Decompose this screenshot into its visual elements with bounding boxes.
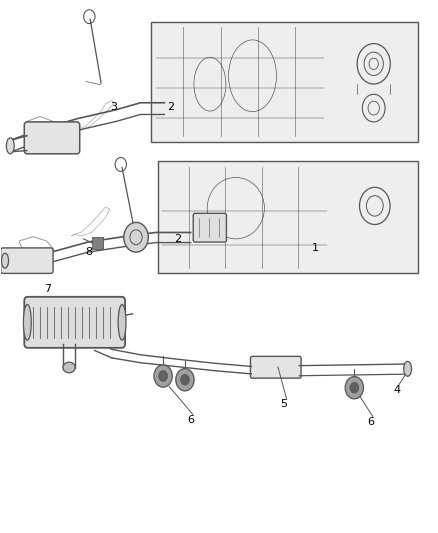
- Text: 7: 7: [44, 285, 51, 294]
- FancyBboxPatch shape: [193, 213, 226, 242]
- Ellipse shape: [63, 362, 75, 373]
- Text: 6: 6: [187, 415, 194, 425]
- Circle shape: [124, 222, 148, 252]
- FancyBboxPatch shape: [24, 297, 125, 348]
- Circle shape: [350, 382, 359, 393]
- Circle shape: [345, 376, 364, 399]
- Text: 8: 8: [85, 247, 92, 256]
- Circle shape: [180, 374, 189, 385]
- Text: 4: 4: [394, 385, 401, 395]
- Text: 2: 2: [174, 234, 181, 244]
- Circle shape: [176, 368, 194, 391]
- Bar: [151, 22, 418, 142]
- Text: 1: 1: [311, 243, 318, 253]
- Ellipse shape: [2, 253, 9, 268]
- Text: 6: 6: [367, 417, 374, 427]
- Circle shape: [154, 365, 172, 387]
- Ellipse shape: [7, 138, 14, 154]
- Text: 3: 3: [110, 102, 117, 112]
- Ellipse shape: [404, 361, 412, 376]
- Circle shape: [159, 370, 167, 381]
- Text: 5: 5: [280, 399, 287, 409]
- Ellipse shape: [23, 304, 31, 340]
- FancyBboxPatch shape: [251, 357, 301, 378]
- Ellipse shape: [118, 304, 126, 340]
- Bar: [92, 237, 103, 249]
- FancyBboxPatch shape: [24, 122, 80, 154]
- Text: 2: 2: [167, 102, 174, 112]
- Bar: [158, 161, 418, 273]
- FancyBboxPatch shape: [1, 248, 53, 273]
